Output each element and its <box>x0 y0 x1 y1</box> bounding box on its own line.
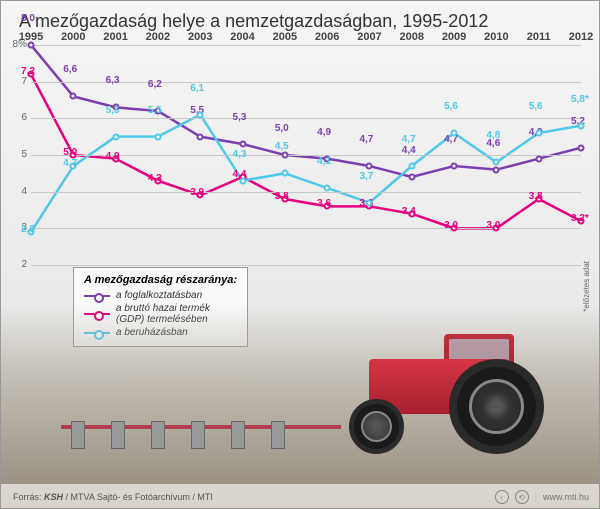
source-attribution: Forrás: KSH / MTVA Sajtó- és Fotóarchívu… <box>13 492 213 502</box>
data-label: 4,9 <box>317 127 331 138</box>
data-point <box>578 122 585 129</box>
data-label: 2,9 <box>21 224 35 235</box>
y-axis-label: 6 <box>7 112 27 123</box>
data-label: 4,3 <box>233 149 247 160</box>
data-point <box>578 144 585 151</box>
chart-area: 2345678%19952000200120022003200420052006… <box>31 45 581 265</box>
data-point <box>239 177 246 184</box>
site-link[interactable]: www.mti.hu <box>543 492 589 502</box>
x-axis-label: 2010 <box>477 31 515 43</box>
data-point <box>239 141 246 148</box>
farm-implement <box>61 409 341 449</box>
data-point <box>28 42 35 49</box>
data-label: 4,9 <box>106 151 120 162</box>
data-label: 3,8 <box>275 191 289 202</box>
data-point <box>197 133 204 140</box>
data-label: 4,3 <box>148 173 162 184</box>
x-axis-label: 2011 <box>520 31 558 43</box>
data-point <box>493 166 500 173</box>
data-point <box>324 185 331 192</box>
x-axis-label: 2012 <box>562 31 600 43</box>
data-label: 3,0 <box>486 220 500 231</box>
data-label: 6,6 <box>63 64 77 75</box>
x-axis-label: 2000 <box>54 31 92 43</box>
data-point <box>451 130 458 137</box>
data-label: 3,2* <box>571 213 589 224</box>
data-label: 5,5 <box>106 105 120 116</box>
tractor-illustration <box>334 314 554 454</box>
data-point <box>197 111 204 118</box>
background-photo <box>1 304 599 484</box>
data-label: 5,6 <box>529 101 543 112</box>
data-point <box>154 133 161 140</box>
legend-item: a foglalkoztatásban <box>84 290 237 301</box>
data-point <box>112 133 119 140</box>
chart-container: A mezőgazdaság helye a nemzetgazdaságban… <box>0 0 600 509</box>
data-point <box>70 93 77 100</box>
data-point <box>366 199 373 206</box>
data-point <box>281 152 288 159</box>
chart-title: A mezőgazdaság helye a nemzetgazdaságban… <box>19 11 488 32</box>
data-point <box>451 163 458 170</box>
data-label: 5,3 <box>233 112 247 123</box>
data-label: 3,6 <box>317 198 331 209</box>
data-label: 3,9 <box>190 187 204 198</box>
x-axis-label: 2007 <box>350 31 388 43</box>
y-axis-label: 4 <box>7 186 27 197</box>
x-axis-label: 2004 <box>224 31 262 43</box>
data-point <box>408 163 415 170</box>
data-label: 4,7 <box>63 158 77 169</box>
prev-icon: ‹ <box>495 490 509 504</box>
y-axis-label: 2 <box>7 259 27 270</box>
x-axis-label: 2009 <box>435 31 473 43</box>
data-label: 4,7 <box>359 134 373 145</box>
data-label: 6,3 <box>106 75 120 86</box>
data-label: 5,8* <box>571 94 589 105</box>
data-label: 4,4 <box>402 145 416 156</box>
data-label: 5,0 <box>63 147 77 158</box>
data-label: 3,0 <box>444 220 458 231</box>
data-label: 4,1 <box>317 156 331 167</box>
refresh-icon: ⟲ <box>515 490 529 504</box>
data-label: 4,8 <box>486 130 500 141</box>
data-label: 3,7 <box>359 171 373 182</box>
data-label: 6,2 <box>148 79 162 90</box>
footer-right: ‹ ⟲ | www.mti.hu <box>495 490 589 504</box>
data-label: 5,6 <box>444 101 458 112</box>
legend-title: A mezőgazdaság részaránya: <box>84 274 237 286</box>
data-point <box>535 155 542 162</box>
data-label: 4,5 <box>275 141 289 152</box>
data-label: 5,5 <box>148 105 162 116</box>
data-label: 8,0 <box>21 13 35 24</box>
data-label: 7,2 <box>21 66 35 77</box>
y-axis-label: 5 <box>7 149 27 160</box>
data-label: 3,8 <box>529 191 543 202</box>
data-point <box>535 130 542 137</box>
data-label: 6,1 <box>190 83 204 94</box>
data-label: 4,7 <box>402 134 416 145</box>
data-label: 3,4 <box>402 206 416 217</box>
x-axis-label: 2006 <box>308 31 346 43</box>
data-point <box>366 163 373 170</box>
x-axis-label: 2001 <box>97 31 135 43</box>
data-point <box>493 159 500 166</box>
x-axis-label: 2008 <box>393 31 431 43</box>
x-axis-label: 2003 <box>181 31 219 43</box>
x-axis-label: 2002 <box>139 31 177 43</box>
data-point <box>408 174 415 181</box>
data-label: 5,0 <box>275 123 289 134</box>
x-axis-label: 2005 <box>266 31 304 43</box>
data-point <box>281 170 288 177</box>
